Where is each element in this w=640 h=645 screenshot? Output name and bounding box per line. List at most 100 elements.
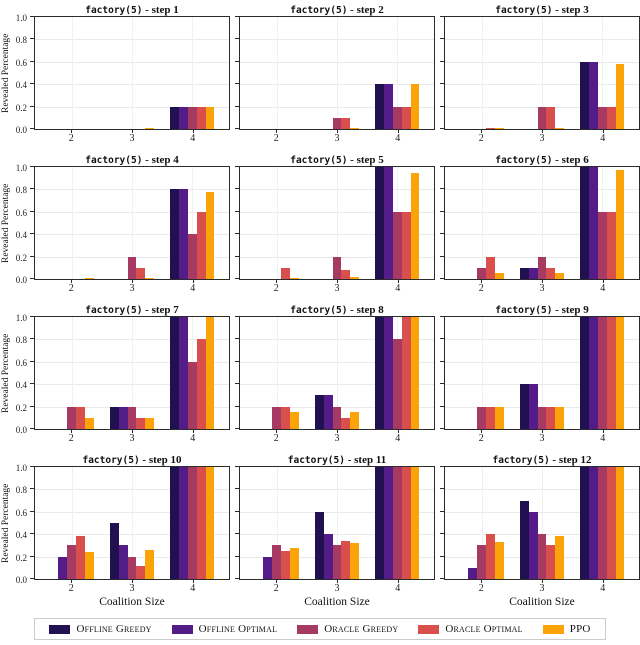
chart-row: Revealed Percentage 0.0 0.2 0.4 0.6 0.8 1.0 fac…	[0, 2, 640, 145]
subplot-title-suffix: - step 4	[142, 154, 179, 166]
y-tick-label: 0.0	[15, 125, 27, 135]
y-tick-mark	[30, 338, 34, 340]
v-gridline	[481, 317, 483, 429]
x-tick-mark	[481, 430, 483, 433]
subplot-title: factory(5) - step 10	[34, 452, 230, 466]
v-gridline	[71, 317, 73, 429]
subplot-title-prefix: factory(5)	[290, 5, 348, 16]
bar	[281, 406, 291, 429]
y-tick-mark	[440, 338, 444, 340]
x-tick-mark	[481, 280, 483, 283]
plot-area	[235, 166, 435, 280]
legend: Offline Greedy Offline Optimal Oracle Gree…	[0, 618, 640, 640]
y-tick-label: 0.8	[15, 185, 27, 196]
bar	[272, 406, 282, 429]
bar	[528, 384, 538, 429]
bar	[579, 167, 589, 279]
x-tick-label: 3	[334, 433, 340, 444]
y-tick-mark	[30, 383, 34, 385]
v-gridline	[337, 317, 338, 429]
subplot-title-prefix: factory(5)	[495, 305, 553, 316]
bar	[537, 406, 547, 429]
y-tick-label: 0.2	[15, 402, 27, 413]
bar	[205, 191, 215, 279]
y-tick-mark	[440, 278, 444, 279]
x-axis: 2 3 4	[239, 130, 435, 145]
y-tick-mark	[235, 38, 239, 40]
bar	[486, 534, 496, 579]
bar	[615, 317, 625, 429]
v-gridline	[192, 167, 194, 279]
bar	[477, 545, 487, 579]
y-tick-mark	[30, 578, 34, 579]
x-tick-mark	[542, 280, 543, 283]
y-tick-mark	[235, 316, 239, 317]
bar	[555, 273, 565, 279]
plot-area	[235, 466, 435, 580]
bar	[374, 167, 384, 279]
bar	[495, 406, 505, 429]
y-tick-mark	[235, 166, 239, 167]
y-tick-mark	[235, 105, 239, 107]
legend-swatch	[49, 624, 71, 634]
bar	[383, 317, 393, 429]
v-gridline	[481, 467, 483, 579]
bar	[341, 417, 351, 429]
bar	[136, 565, 146, 579]
bar	[374, 317, 384, 429]
y-axis-gutter	[435, 452, 444, 611]
bar	[401, 106, 411, 129]
y-tick-mark	[30, 278, 34, 279]
y-tick-mark	[440, 578, 444, 579]
x-axis: 2 3 4	[34, 580, 230, 595]
y-tick-mark	[30, 316, 34, 317]
plot-column: factory(5) - step 3 2 3 4	[440, 2, 640, 145]
legend-box: Offline Greedy Offline Optimal Oracle Gree…	[34, 618, 606, 640]
y-tick-mark	[440, 405, 444, 407]
bar	[410, 317, 420, 429]
v-gridline	[132, 17, 133, 129]
bar	[383, 467, 393, 579]
x-tick-label: 4	[190, 433, 196, 444]
y-tick-mark	[235, 405, 239, 407]
bar	[145, 127, 155, 129]
legend-item: Oracle Greedy	[297, 623, 398, 635]
y-tick-mark	[235, 278, 239, 279]
bar	[169, 189, 179, 279]
bar	[85, 417, 95, 429]
subplot: Revealed Percentage 0.0 0.2 0.4 0.6 0.8 1.0 fac…	[0, 302, 230, 445]
bar	[314, 511, 324, 579]
bar	[196, 339, 206, 429]
y-tick-label: 0.8	[15, 335, 27, 346]
bar	[495, 127, 505, 129]
bar	[178, 317, 188, 429]
bar	[332, 545, 342, 579]
subplot: factory(5) - step 2 2 3 4	[230, 2, 435, 145]
y-axis-gutter	[230, 452, 239, 611]
plot-area	[235, 316, 435, 430]
bar	[169, 317, 179, 429]
y-tick-label: 0.8	[15, 35, 27, 46]
x-tick-mark	[397, 580, 399, 583]
plot-area	[30, 16, 230, 130]
x-tick-label: 4	[190, 283, 196, 294]
bar	[350, 127, 360, 129]
x-tick-label: 2	[478, 283, 484, 294]
bar	[468, 567, 478, 579]
y-tick-label: 0.2	[15, 102, 27, 113]
subplot-title-suffix: - step 8	[347, 304, 384, 316]
bar	[187, 361, 197, 429]
y-tick-mark	[30, 16, 34, 17]
bar	[118, 545, 128, 579]
bar	[606, 211, 616, 279]
subplot-title: factory(5) - step 11	[239, 452, 435, 466]
plot-column: factory(5) - step 9 2 3 4	[440, 302, 640, 445]
y-tick-mark	[440, 383, 444, 385]
y-tick-label: 0.2	[15, 252, 27, 263]
bar	[332, 406, 342, 429]
v-gridline	[602, 17, 604, 129]
y-tick-mark	[30, 488, 34, 490]
subplot-title-suffix: - step 7	[142, 304, 179, 316]
bar	[341, 117, 351, 129]
bar	[341, 540, 351, 579]
